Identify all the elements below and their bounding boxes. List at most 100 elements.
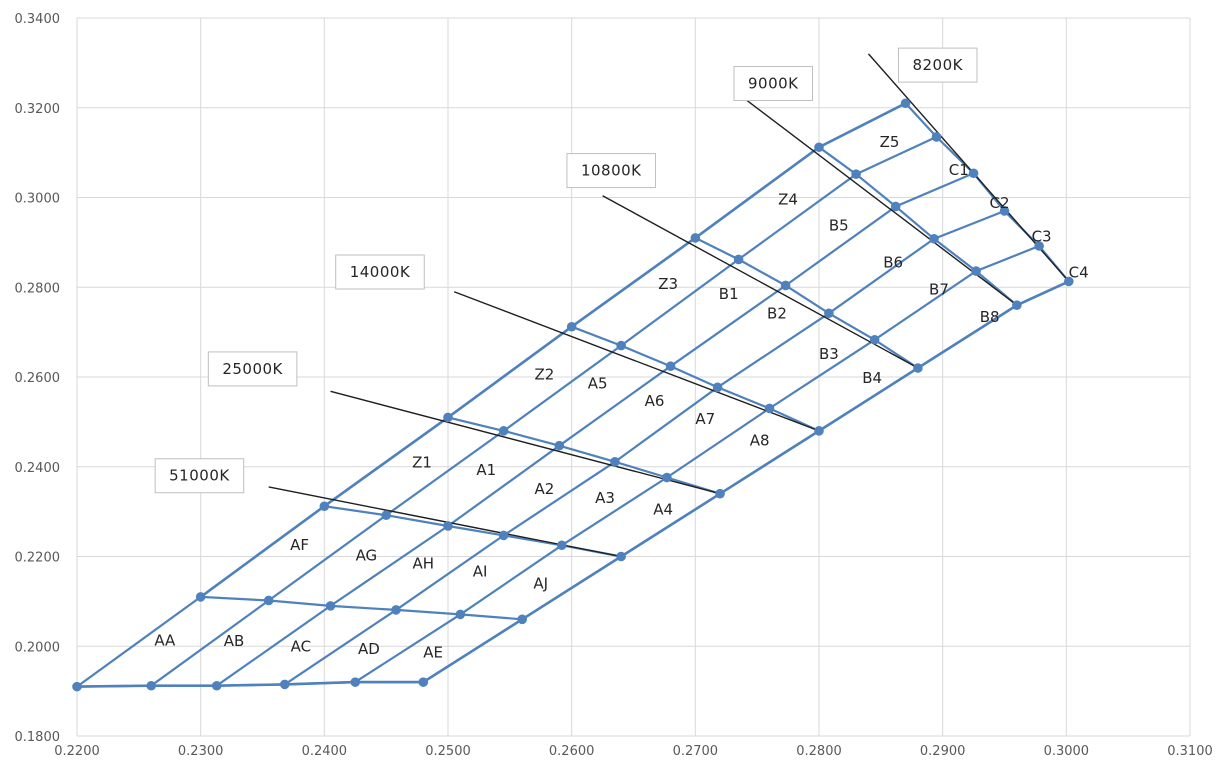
temperature-label-box: 10800K [566,153,657,189]
bin-label: AJ [533,574,548,592]
x-tick-label: 0.2500 [425,744,471,759]
bin-row-line [571,325,820,432]
data-point [971,266,981,276]
data-point [662,472,672,483]
y-tick-label: 0.2200 [15,551,61,566]
data-point [319,501,330,512]
tick-labels: 0.2200 0.2300 0.2400 0.2500 0.2600 0.2700 0.28… [15,12,1213,759]
data-point [418,677,429,687]
data-point [72,681,82,692]
bin-row-line [447,416,721,495]
temperature-label: 51000K [169,467,230,485]
bin-column-line [216,172,975,687]
bin-labels: AA AB AC AD AE AF AG AH AI AJ Z1 A1 A2 A3 A4 Z2 A5 A6 A7 A8… [154,133,1088,662]
data-point [712,382,723,393]
temperature-label: 14000K [350,263,411,281]
bin-label: AH [412,555,434,573]
bin-label: A5 [588,375,608,393]
bin-label: AD [358,640,380,658]
data-point [211,680,222,691]
bin-label: AF [290,536,309,554]
temperature-label-frame [207,351,298,387]
data-point [665,361,676,372]
bin-label: A8 [750,432,770,450]
x-tick-label: 0.2900 [920,744,966,759]
bin-column-line [76,102,907,688]
y-tick-label: 0.3400 [15,12,61,27]
data-point [890,201,901,212]
data-point [715,488,725,499]
data-point [498,426,509,436]
x-tick-label: 0.2400 [302,744,348,759]
data-point [556,540,567,551]
temperature-label-frame [733,66,814,102]
data-point [900,98,911,109]
data-point [814,142,824,153]
data-point [455,609,466,620]
data-point [391,605,401,615]
temperature-label: 9000K [748,75,799,93]
bin-label: Z5 [880,133,900,151]
temperature-label-box: 51000K [154,458,245,494]
bin-label: A3 [595,489,615,507]
data-point [381,510,391,521]
temperature-label: 8200K [912,56,963,74]
isotherm-line [330,390,721,495]
x-tick-label: 0.3100 [1167,744,1213,759]
upper-boundary-line [199,102,907,598]
data-point [517,614,527,625]
data-point [851,169,861,179]
bin-column-line [150,135,937,687]
bin-label: AC [291,637,311,655]
data-point [616,551,626,562]
data-point [690,233,701,243]
temperature-label: 25000K [222,360,283,378]
bin-label: A1 [476,461,496,479]
bin-label: C2 [990,194,1010,212]
temperature-label-box: 9000K [733,66,814,102]
isotherm-line [602,195,919,369]
bin-row-line [904,102,1070,283]
data-point [824,308,834,319]
bin-label: B3 [819,345,839,363]
data-point [869,334,880,345]
temperature-label-box: 8200K [897,47,978,83]
data-point [913,363,923,373]
isotherm-line [268,486,622,558]
temperature-label-frame [566,153,657,189]
y-tick-label: 0.2800 [15,281,61,296]
bin-label: AI [473,562,488,580]
data-point [443,412,453,423]
temperature-label: 10800K [581,162,642,180]
data-point [616,340,626,351]
data-point [498,530,509,541]
x-tick-label: 0.2300 [178,744,224,759]
isotherm-line [453,291,820,432]
data-point [443,521,453,531]
data-point [146,680,156,691]
x-tick-label: 0.2800 [796,744,842,759]
bin-label: Z4 [778,191,798,209]
temperature-label-frame [154,458,245,494]
bin-label: AB [224,632,245,650]
data-point [263,595,274,606]
data-point [610,457,620,467]
bin-label: A7 [695,410,715,428]
bin-label: Z1 [412,453,432,471]
y-tick-label: 0.2000 [15,640,61,655]
bin-label: B4 [862,369,882,387]
data-point [279,679,290,690]
bin-label: B5 [829,216,849,234]
y-tick-label: 0.2600 [15,371,61,386]
bin-label: A4 [653,500,673,518]
y-tick-label: 0.3200 [15,102,61,117]
data-point [999,206,1010,216]
data-point [733,254,744,265]
bin-label: B2 [767,304,787,322]
bin-row-line [76,680,424,688]
data-point [1064,276,1074,287]
bin-row-line [694,236,919,369]
x-tick-label: 0.2200 [54,744,100,759]
data-point [554,440,565,451]
